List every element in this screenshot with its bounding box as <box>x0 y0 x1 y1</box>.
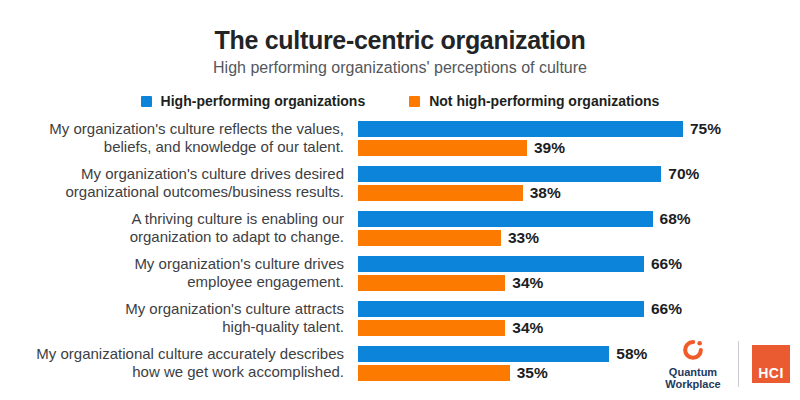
bar-value-label: 58% <box>616 345 647 363</box>
bar-high-performing <box>358 346 609 362</box>
category-label-line: employee engagement. <box>0 273 344 291</box>
bar-value-label: 75% <box>690 120 721 138</box>
footer-logos: Quantum Workplace HCI <box>661 337 790 390</box>
category-label-line: high-quality talent. <box>0 318 344 336</box>
legend-swatch-blue <box>141 96 152 107</box>
bar-not-high-performing <box>358 140 527 156</box>
category-label: My organization's culture drives desired… <box>0 165 358 201</box>
category-label-line: organization to adapt to change. <box>0 228 344 246</box>
bar-group: 70% 38% <box>358 166 699 201</box>
category-label-line: how we get work accomplished. <box>0 363 344 381</box>
bar-value-label: 66% <box>651 255 682 273</box>
chart-row: My organization's culture reflects the v… <box>0 120 800 156</box>
chart-row: My organization's culture drives desired… <box>0 165 800 201</box>
quantum-workplace-ring-icon <box>681 337 705 365</box>
category-label-line: My organization's culture drives desired <box>0 165 344 183</box>
bar-group: 66% 34% <box>358 301 682 336</box>
category-label: My organization's culture drives employe… <box>0 255 358 291</box>
category-label: My organizational culture accurately des… <box>0 345 358 381</box>
bar-high-performing <box>358 301 644 317</box>
quantum-workplace-wordmark-line2: Workplace <box>665 379 720 391</box>
bar-not-high-performing <box>358 230 501 246</box>
chart-title: The culture-centric organization <box>0 0 800 55</box>
category-label: My organization's culture reflects the v… <box>0 120 358 156</box>
legend-label: Not high-performing organizations <box>429 93 659 109</box>
footer-divider <box>738 341 739 387</box>
bar-not-high-performing <box>358 320 505 336</box>
bar-value-label: 34% <box>512 319 543 337</box>
chart-row: My organization's culture drives employe… <box>0 255 800 291</box>
bar-high-performing <box>358 211 653 227</box>
bar-value-label: 38% <box>530 184 561 202</box>
category-label-line: My organization's culture attracts <box>0 300 344 318</box>
legend-label: High-performing organizations <box>161 93 366 109</box>
bar-group: 75% 39% <box>358 121 721 156</box>
category-label: My organization's culture attracts high-… <box>0 300 358 336</box>
bar-high-performing <box>358 256 644 272</box>
chart-row: My organization's culture attracts high-… <box>0 300 800 336</box>
category-label-line: A thriving culture is enabling our <box>0 210 344 228</box>
bar-value-label: 70% <box>668 165 699 183</box>
hci-wordmark: HCI <box>758 366 784 380</box>
legend: High-performing organizations Not high-p… <box>0 93 800 109</box>
quantum-workplace-wordmark-line1: Quantum <box>665 367 720 379</box>
category-label-line: My organization's culture drives <box>0 255 344 273</box>
quantum-workplace-logo: Quantum Workplace <box>661 337 725 390</box>
bar-not-high-performing <box>358 185 523 201</box>
bar-value-label: 68% <box>660 210 691 228</box>
category-label-line: My organization's culture reflects the v… <box>0 120 344 138</box>
category-label-line: beliefs, and knowledge of our talent. <box>0 138 344 156</box>
bar-value-label: 39% <box>534 139 565 157</box>
bar-value-label: 35% <box>517 364 548 382</box>
legend-item-high-performing: High-performing organizations <box>141 93 366 109</box>
category-label-line: My organizational culture accurately des… <box>0 345 344 363</box>
hci-logo: HCI <box>752 345 790 383</box>
category-label: A thriving culture is enabling our organ… <box>0 210 358 246</box>
legend-item-not-high-performing: Not high-performing organizations <box>409 93 659 109</box>
bar-group: 66% 34% <box>358 256 682 291</box>
category-label-line: organizational outcomes/business results… <box>0 183 344 201</box>
legend-swatch-orange <box>409 96 420 107</box>
bar-value-label: 66% <box>651 300 682 318</box>
bar-high-performing <box>358 121 683 137</box>
bar-not-high-performing <box>358 365 510 381</box>
infographic-canvas: The culture-centric organization High pe… <box>0 0 800 400</box>
chart-subtitle: High performing organizations' perceptio… <box>0 58 800 78</box>
bar-value-label: 33% <box>508 229 539 247</box>
chart-row: A thriving culture is enabling our organ… <box>0 210 800 246</box>
bar-group: 68% 33% <box>358 211 691 246</box>
bar-value-label: 34% <box>512 274 543 292</box>
bar-not-high-performing <box>358 275 505 291</box>
bar-high-performing <box>358 166 661 182</box>
bar-group: 58% 35% <box>358 346 647 381</box>
